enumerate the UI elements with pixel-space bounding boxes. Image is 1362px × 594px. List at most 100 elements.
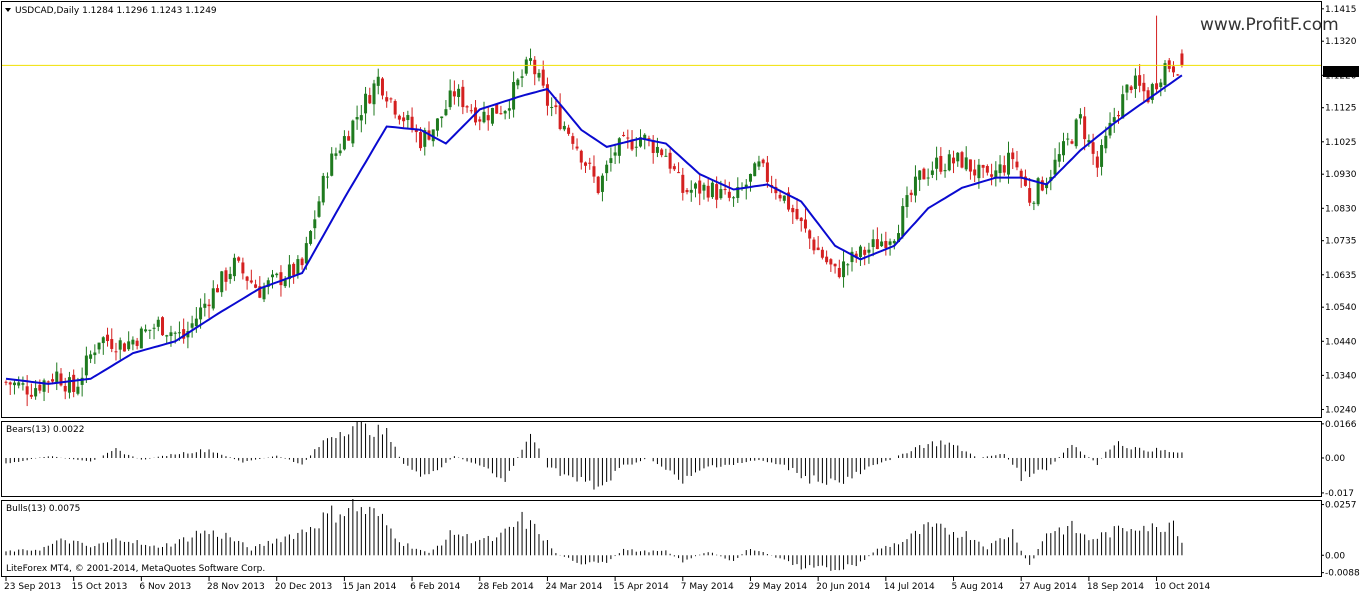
candle: [803, 208, 807, 233]
candle: [110, 328, 114, 353]
candle: [985, 164, 989, 176]
candlestick-series: [4, 15, 1184, 407]
watermark: www.ProfitF.com: [1200, 15, 1339, 35]
candle: [689, 180, 693, 202]
candle: [17, 376, 21, 389]
main-price-panel[interactable]: [1, 1, 1322, 418]
candle: [562, 121, 566, 132]
candle: [1032, 201, 1036, 211]
candle: [309, 230, 313, 246]
candle: [482, 101, 486, 124]
candle: [1116, 110, 1120, 124]
candle: [1100, 139, 1104, 176]
candle: [216, 284, 219, 293]
candle: [1066, 132, 1070, 146]
candle: [761, 158, 765, 168]
candle: [478, 116, 482, 131]
x-tick-label: 6 Feb 2014: [410, 582, 461, 592]
x-tick-label: 6 Nov 2013: [139, 582, 191, 592]
candle: [842, 250, 846, 288]
candle: [1180, 49, 1184, 68]
candle: [791, 204, 795, 224]
candle: [605, 160, 609, 181]
candle: [753, 161, 757, 177]
candle: [981, 164, 985, 178]
bears-axis: 0.0166 0.00 -0.017: [1321, 420, 1357, 499]
candle: [376, 68, 380, 95]
candle: [952, 150, 956, 174]
candle: [1129, 85, 1133, 94]
candle: [507, 99, 511, 119]
candle: [1074, 118, 1078, 149]
candle: [444, 100, 448, 117]
candle: [503, 109, 507, 120]
candle: [190, 315, 194, 338]
candle: [300, 257, 304, 270]
y-tick-label: 1.1125: [1325, 104, 1357, 114]
candle: [600, 173, 604, 202]
candle: [1146, 87, 1150, 104]
candle: [592, 155, 596, 183]
candle: [499, 105, 503, 115]
candle: [884, 231, 888, 256]
candle: [380, 77, 384, 100]
y-tick-label: 0.00: [1325, 551, 1345, 561]
candle: [199, 298, 203, 329]
candle: [203, 293, 207, 317]
x-tick-label: 20 Dec 2013: [275, 582, 333, 592]
candle: [520, 69, 524, 88]
candle: [330, 147, 334, 177]
candle: [29, 383, 33, 400]
candle: [355, 105, 359, 130]
candle: [325, 172, 329, 189]
candle: [1125, 84, 1129, 101]
candle: [723, 179, 727, 195]
candle: [922, 167, 926, 180]
candle: [114, 342, 118, 361]
candle: [550, 97, 554, 117]
candle: [1062, 132, 1065, 162]
candle: [372, 79, 376, 116]
candle: [575, 138, 579, 151]
candle: [990, 163, 994, 186]
candle: [1087, 134, 1091, 147]
candle: [334, 147, 338, 160]
candle: [833, 263, 837, 274]
candle: [918, 170, 922, 192]
candle: [486, 106, 490, 131]
x-tick-label: 15 Apr 2014: [613, 582, 669, 592]
candle: [207, 299, 211, 318]
candle: [385, 91, 389, 108]
candle: [1015, 150, 1019, 171]
y-tick-label: 1.0635: [1325, 271, 1357, 281]
candle: [609, 147, 613, 172]
candle: [816, 236, 820, 251]
candle: [571, 132, 575, 150]
candle: [727, 181, 731, 202]
candle: [897, 224, 901, 243]
dropdown-triangle-icon[interactable]: [5, 8, 11, 12]
candle: [516, 78, 520, 90]
candle: [258, 276, 262, 299]
candle: [347, 130, 351, 141]
candle: [435, 118, 439, 137]
candle: [389, 97, 393, 103]
candle: [651, 135, 655, 164]
candle: [664, 148, 668, 157]
y-tick-label: -0.017: [1325, 489, 1354, 499]
candle: [122, 342, 126, 352]
x-tick-label: 29 May 2014: [748, 582, 807, 592]
candle: [825, 250, 829, 265]
candle: [25, 375, 29, 407]
candle: [8, 381, 12, 395]
candle: [131, 336, 135, 351]
x-tick-label: 15 Oct 2013: [72, 582, 128, 592]
candle: [685, 188, 689, 195]
candle: [956, 151, 960, 167]
x-tick-label: 23 Sep 2013: [4, 582, 61, 592]
candle: [1057, 142, 1061, 168]
candle: [846, 263, 850, 276]
candle: [935, 146, 939, 181]
candle: [406, 110, 410, 129]
candle: [490, 107, 494, 126]
